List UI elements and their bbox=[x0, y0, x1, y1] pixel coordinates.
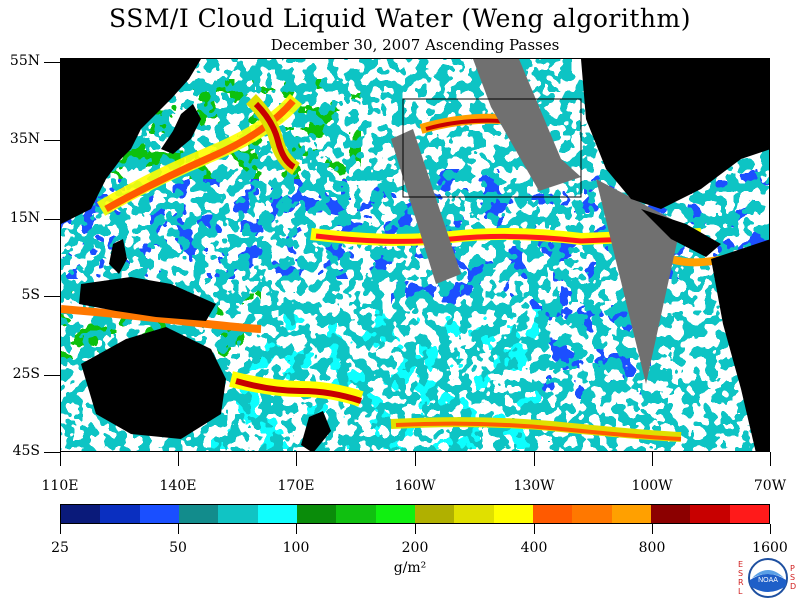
longitude-tick bbox=[178, 452, 179, 466]
latitude-label: 35N bbox=[9, 131, 40, 147]
latitude-label: 55N bbox=[9, 53, 40, 69]
longitude-tick bbox=[534, 452, 535, 466]
longitude-tick bbox=[60, 452, 61, 466]
land-masses bbox=[61, 59, 769, 451]
latitude-tick bbox=[44, 140, 60, 141]
colorbar-swatch bbox=[139, 505, 179, 523]
colorbar-tick bbox=[534, 524, 535, 534]
colorbar-swatch bbox=[611, 505, 651, 523]
colorbar-tick bbox=[770, 524, 771, 534]
colorbar-swatch bbox=[257, 505, 297, 523]
latitude-tick bbox=[44, 62, 60, 63]
chart-title: SSM/I Cloud Liquid Water (Weng algorithm… bbox=[109, 4, 691, 33]
esrl-letters: E S R L bbox=[738, 560, 744, 596]
colorbar-label: 1600 bbox=[752, 540, 788, 556]
psd-letters: P S D bbox=[790, 564, 797, 591]
colorbar-swatch bbox=[336, 505, 376, 523]
colorbar-tick bbox=[415, 524, 416, 534]
chart-subtitle: December 30, 2007 Ascending Passes bbox=[270, 36, 560, 54]
colorbar-label: 25 bbox=[51, 540, 69, 556]
colorbar-swatch bbox=[690, 505, 730, 523]
colorbar-swatch bbox=[729, 505, 769, 523]
no-data-swaths bbox=[391, 59, 681, 384]
svg-text:NOAA: NOAA bbox=[758, 577, 778, 584]
longitude-tick bbox=[296, 452, 297, 466]
longitude-label: 160W bbox=[394, 478, 436, 494]
map-panel bbox=[60, 58, 770, 452]
colorbar-swatch bbox=[218, 505, 258, 523]
cloud-liquid-water-map bbox=[61, 59, 769, 451]
longitude-label: 110E bbox=[41, 478, 79, 494]
longitude-label: 140E bbox=[159, 478, 197, 494]
colorbar-swatch bbox=[414, 505, 455, 523]
latitude-tick bbox=[44, 452, 60, 453]
colorbar-swatch bbox=[100, 505, 140, 523]
colorbar-tick bbox=[296, 524, 297, 534]
colorbar-tick bbox=[60, 524, 61, 534]
longitude-label: 170E bbox=[277, 478, 315, 494]
colorbar-swatch bbox=[493, 505, 533, 523]
noaa-logo: E S R L NOAA P S D bbox=[728, 556, 800, 600]
region-box bbox=[402, 98, 582, 198]
latitude-label: 15N bbox=[9, 210, 40, 226]
colorbar-tick bbox=[178, 524, 179, 534]
colorbar-label: 50 bbox=[169, 540, 187, 556]
colorbar-swatch bbox=[454, 505, 494, 523]
units-label: g/m² bbox=[393, 560, 427, 576]
longitude-label: 100W bbox=[631, 478, 673, 494]
noaa-emblem-icon: NOAA bbox=[748, 558, 788, 598]
longitude-tick bbox=[652, 452, 653, 466]
colorbar-label: 400 bbox=[520, 540, 548, 556]
colorbar-swatch bbox=[178, 505, 219, 523]
colorbar bbox=[60, 504, 770, 524]
colorbar-swatch bbox=[61, 505, 101, 523]
colorbar-swatch bbox=[532, 505, 573, 523]
latitude-label: 5S bbox=[21, 287, 41, 303]
colorbar-label: 200 bbox=[401, 540, 429, 556]
colorbar-swatch bbox=[572, 505, 612, 523]
latitude-label: 25S bbox=[12, 366, 40, 382]
colorbar-label: 100 bbox=[282, 540, 310, 556]
colorbar-tick bbox=[652, 524, 653, 534]
colorbar-swatch bbox=[296, 505, 337, 523]
colorbar-label: 800 bbox=[638, 540, 666, 556]
latitude-tick bbox=[44, 219, 60, 220]
heavy-cloud-bands bbox=[61, 93, 763, 442]
latitude-tick bbox=[44, 296, 60, 297]
longitude-tick bbox=[770, 452, 771, 466]
longitude-tick bbox=[415, 452, 416, 466]
colorbar-swatch bbox=[650, 505, 691, 523]
latitude-label: 45S bbox=[12, 443, 40, 459]
longitude-label: 70W bbox=[753, 478, 787, 494]
colorbar-swatch bbox=[375, 505, 415, 523]
latitude-tick bbox=[44, 375, 60, 376]
longitude-label: 130W bbox=[513, 478, 555, 494]
